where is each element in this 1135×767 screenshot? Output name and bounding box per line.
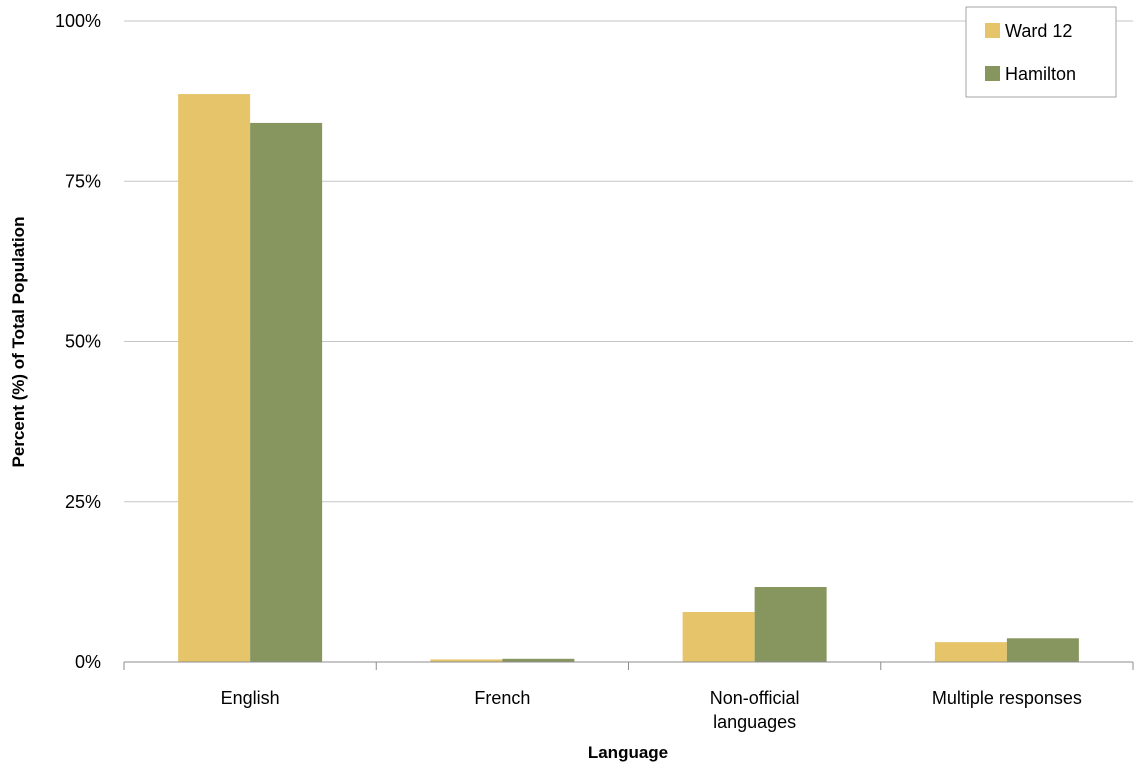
bar-ward-12 <box>430 659 503 662</box>
bars <box>178 94 1079 663</box>
bar-hamilton <box>754 587 827 662</box>
y-axis-title: Percent (%) of Total Population <box>9 217 28 468</box>
bar-hamilton <box>502 658 575 662</box>
x-category-label: Multiple responses <box>932 688 1082 708</box>
x-category-label: languages <box>713 712 796 732</box>
legend-frame <box>965 6 1117 98</box>
axes <box>123 661 1134 670</box>
legend: Ward 12 Hamilton <box>965 6 1117 98</box>
bar-ward-12 <box>934 642 1007 662</box>
x-category-label: Non-official <box>710 688 800 708</box>
bar-ward-12 <box>682 612 755 662</box>
bar-ward-12 <box>178 94 251 663</box>
x-category-labels: English French Non-official languages Multip… <box>221 688 1082 732</box>
bar-hamilton <box>250 122 323 662</box>
y-tick-label: 0% <box>75 652 101 672</box>
x-axis-title: Language <box>588 743 668 762</box>
y-tick-labels: 0% 25% 50% 75% 100% <box>55 11 101 672</box>
bar-hamilton <box>1006 638 1079 662</box>
legend-label: Hamilton <box>1005 64 1076 84</box>
x-category-label: English <box>221 688 280 708</box>
y-tick-label: 100% <box>55 11 101 31</box>
y-tick-label: 50% <box>65 332 101 352</box>
x-category-label: French <box>474 688 530 708</box>
legend-swatch <box>985 23 1000 38</box>
y-tick-label: 25% <box>65 492 101 512</box>
legend-swatch <box>985 66 1000 81</box>
legend-label: Ward 12 <box>1005 21 1072 41</box>
y-tick-label: 75% <box>65 171 101 191</box>
